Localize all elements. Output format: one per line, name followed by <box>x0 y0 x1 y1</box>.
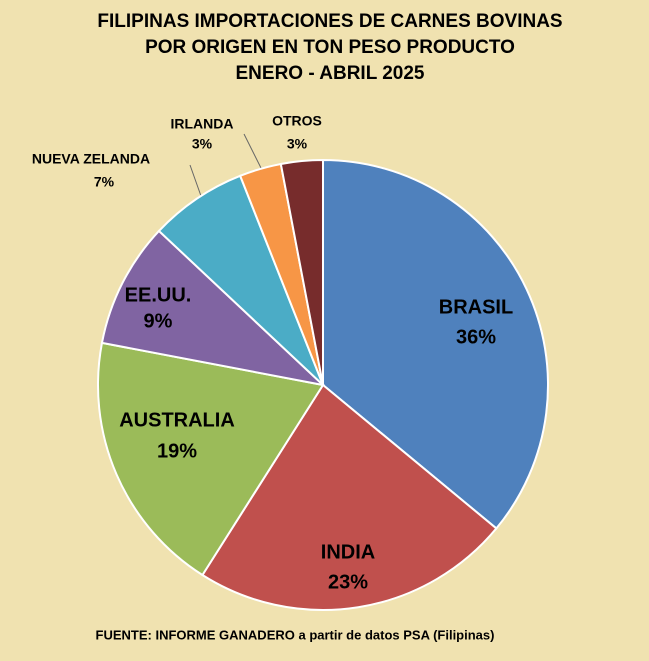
slice-label: OTROS <box>272 113 322 129</box>
slice-label: EE.UU. <box>125 284 192 306</box>
slice-label: BRASIL <box>439 296 513 318</box>
value-label: 36% <box>456 326 496 348</box>
chart-title: FILIPINAS IMPORTACIONES DE CARNES BOVINA… <box>97 11 562 32</box>
pie-slice <box>322 158 549 530</box>
pie-slice <box>97 341 325 577</box>
slice-label: IRLANDA <box>171 116 234 132</box>
leader-line <box>189 164 202 197</box>
value-label: 3% <box>287 136 308 152</box>
value-label: 9% <box>144 310 173 332</box>
slice-label: AUSTRALIA <box>119 409 235 431</box>
slice-label: INDIA <box>321 541 375 563</box>
value-label: 23% <box>328 571 368 593</box>
leader-line <box>243 133 262 169</box>
value-label: 19% <box>157 440 197 462</box>
value-label: 7% <box>94 174 115 190</box>
source-note: FUENTE: INFORME GANADERO a partir de dat… <box>96 627 495 642</box>
slice-label: NUEVA ZELANDA <box>32 151 150 167</box>
pie-slice <box>100 229 327 387</box>
chart-title: ENERO - ABRIL 2025 <box>236 63 425 84</box>
value-label: 3% <box>192 136 213 152</box>
pie-slice <box>201 383 498 611</box>
chart-title: POR ORIGEN EN TON PESO PRODUCTO <box>145 37 515 58</box>
pie-slice <box>279 158 324 386</box>
